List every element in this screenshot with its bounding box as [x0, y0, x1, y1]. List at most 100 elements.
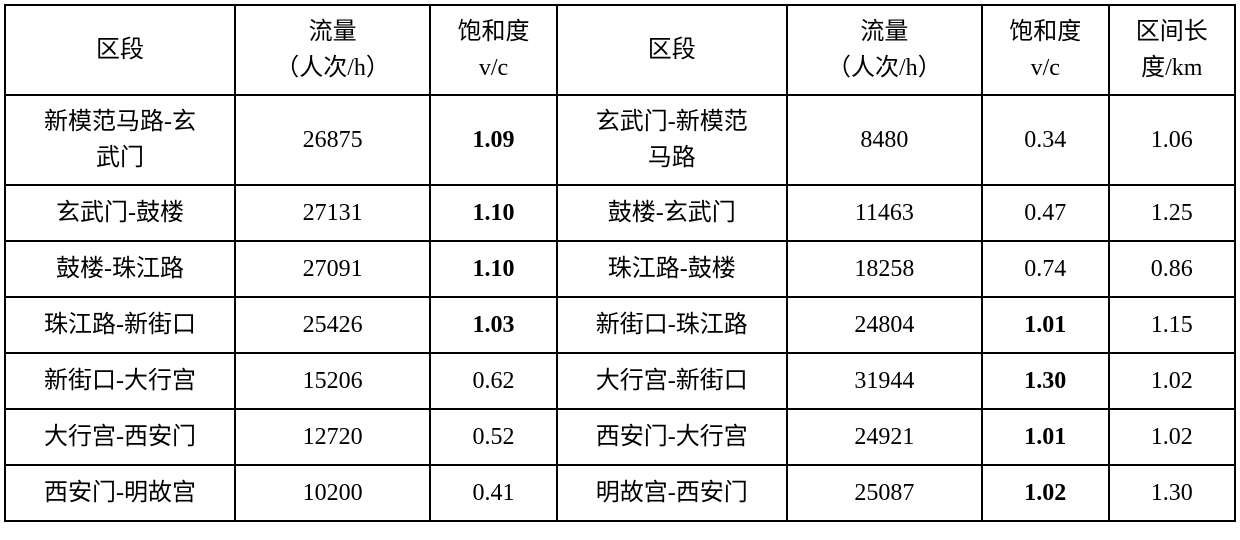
cell-flow-1: 27091 — [235, 241, 430, 297]
table-row: 珠江路-新街口 25426 1.03 新街口-珠江路 24804 1.01 1.15 — [5, 297, 1235, 353]
cell-value: 0.34 — [1024, 127, 1066, 153]
cell-value: 1.03 — [473, 312, 515, 338]
table-row: 新街口-大行宫 152060.62 大行宫-新街口 31944 1.30 1.02 — [5, 353, 1235, 409]
cell-segment-1: 玄武门-鼓楼 — [5, 185, 235, 241]
cell-value: 1.02 — [1151, 424, 1193, 450]
cell-value: 0.52 — [473, 424, 515, 450]
cell-value: 大行宫-新街口 — [596, 368, 748, 394]
header-label: 流量 — [309, 19, 357, 45]
cell-saturation-2: 0.47 — [982, 185, 1108, 241]
cell-value: 0.74 — [1024, 256, 1066, 282]
cell-value: 18258 — [854, 256, 914, 282]
cell-flow-2: 31944 — [787, 353, 982, 409]
cell-value: 1.06 — [1151, 127, 1193, 153]
cell-value: 1.30 — [1024, 368, 1066, 394]
cell-length: 1.06 — [1109, 95, 1236, 185]
cell-value: 10200 — [303, 480, 363, 506]
cell-saturation-1: 0.52 — [430, 409, 556, 465]
cell-value: 1.30 — [1151, 480, 1193, 506]
cell-flow-2: 24921 — [787, 409, 982, 465]
cell-segment-1: 珠江路-新街口 — [5, 297, 235, 353]
header-label: 饱和度 — [1009, 19, 1081, 45]
cell-saturation-2: 1.02 — [982, 465, 1108, 521]
cell-segment-1: 新街口-大行宫 — [5, 353, 235, 409]
cell-saturation-2: 1.30 — [982, 353, 1108, 409]
cell-segment-1: 西安门-明故宫 — [5, 465, 235, 521]
cell-value: 新街口-珠江路 — [596, 312, 748, 338]
cell-value: 珠江路-新街口 — [44, 312, 196, 338]
cell-value: 西安门-明故宫 — [44, 480, 196, 506]
traffic-data-table: 区段 流量 （人次/h） 饱和度 v/c 区段 流量 （人次/h） 饱和度 v/… — [4, 4, 1236, 522]
table-row: 鼓楼-珠江路 27091 1.10 珠江路-鼓楼 18258 0.74 0.86 — [5, 241, 1235, 297]
cell-saturation-2: 1.01 — [982, 409, 1108, 465]
header-label: 流量 — [860, 19, 908, 45]
header-label: v/c — [1031, 55, 1060, 81]
cell-saturation-1: 0.62 — [430, 353, 556, 409]
cell-value: 24921 — [854, 424, 914, 450]
header-label: v/c — [479, 55, 508, 81]
cell-value: 11463 — [855, 200, 914, 226]
cell-value: 1.15 — [1151, 312, 1193, 338]
cell-segment-2: 新街口-珠江路 — [557, 297, 787, 353]
cell-value: 12720 — [303, 424, 363, 450]
header-row: 区段 流量 （人次/h） 饱和度 v/c 区段 流量 （人次/h） 饱和度 v/… — [5, 5, 1235, 95]
cell-flow-1: 25426 — [235, 297, 430, 353]
cell-segment-2: 西安门-大行宫 — [557, 409, 787, 465]
cell-saturation-1: 1.09 — [430, 95, 556, 185]
cell-segment-2: 玄武门-新模范马路 — [557, 95, 787, 185]
cell-value: 1.10 — [473, 256, 515, 282]
cell-length: 1.25 — [1109, 185, 1236, 241]
cell-saturation-1: 0.41 — [430, 465, 556, 521]
cell-value: 明故宫-西安门 — [596, 480, 748, 506]
cell-value: 1.10 — [473, 200, 515, 226]
cell-value: 珠江路-鼓楼 — [608, 256, 736, 282]
cell-value: 鼓楼-珠江路 — [56, 256, 184, 282]
cell-saturation-2: 1.01 — [982, 297, 1108, 353]
cell-value: 31944 — [854, 368, 914, 394]
cell-value: 1.09 — [473, 127, 515, 153]
cell-segment-2: 鼓楼-玄武门 — [557, 185, 787, 241]
header-label: 度/km — [1141, 55, 1202, 81]
header-label: 区段 — [96, 37, 144, 63]
header-label: 区间长 — [1136, 19, 1208, 45]
cell-value: 1.01 — [1024, 312, 1066, 338]
cell-value: 24804 — [854, 312, 914, 338]
cell-value: 大行宫-西安门 — [44, 424, 196, 450]
cell-value: 武门 — [96, 145, 144, 171]
cell-length: 1.30 — [1109, 465, 1236, 521]
cell-flow-2: 8480 — [787, 95, 982, 185]
cell-length: 0.86 — [1109, 241, 1236, 297]
cell-value: 1.02 — [1024, 480, 1066, 506]
header-length: 区间长 度/km — [1109, 5, 1236, 95]
cell-saturation-1: 1.10 — [430, 241, 556, 297]
cell-segment-2: 明故宫-西安门 — [557, 465, 787, 521]
cell-segment-2: 珠江路-鼓楼 — [557, 241, 787, 297]
cell-flow-2: 25087 — [787, 465, 982, 521]
table-row: 大行宫-西安门 12720 0.52 西安门-大行宫 24921 1.01 1.02 — [5, 409, 1235, 465]
cell-value: 1.01 — [1024, 424, 1066, 450]
cell-value: 0.86 — [1151, 256, 1193, 282]
cell-value: 0.47 — [1024, 200, 1066, 226]
table-body: 新模范马路-玄武门268751.09玄武门-新模范马路84800.341.06玄… — [5, 95, 1235, 521]
header-label: （人次/h） — [827, 55, 942, 81]
cell-flow-2: 24804 — [787, 297, 982, 353]
cell-value: 8480 — [860, 127, 908, 153]
cell-value: 1.02 — [1151, 368, 1193, 394]
cell-value: 玄武门-鼓楼 — [56, 200, 184, 226]
cell-saturation-2: 0.74 — [982, 241, 1108, 297]
cell-value: 25426 — [303, 312, 363, 338]
header-label: 饱和度 — [458, 19, 530, 45]
table-row: 西安门-明故宫 10200 0.41 明故宫-西安门 25087 1.02 1.30 — [5, 465, 1235, 521]
cell-value: 马路 — [648, 145, 696, 171]
cell-value: 西安门-大行宫 — [596, 424, 748, 450]
cell-value: 玄武门-新模范 — [596, 109, 748, 135]
cell-flow-2: 11463 — [787, 185, 982, 241]
cell-flow-1: 15206 — [235, 353, 430, 409]
header-saturation-1: 饱和度 v/c — [430, 5, 556, 95]
cell-flow-1: 12720 — [235, 409, 430, 465]
cell-value: 1.25 — [1151, 200, 1193, 226]
cell-length: 1.15 — [1109, 297, 1236, 353]
cell-segment-1: 大行宫-西安门 — [5, 409, 235, 465]
cell-value: 新街口-大行宫 — [44, 368, 196, 394]
header-segment-1: 区段 — [5, 5, 235, 95]
